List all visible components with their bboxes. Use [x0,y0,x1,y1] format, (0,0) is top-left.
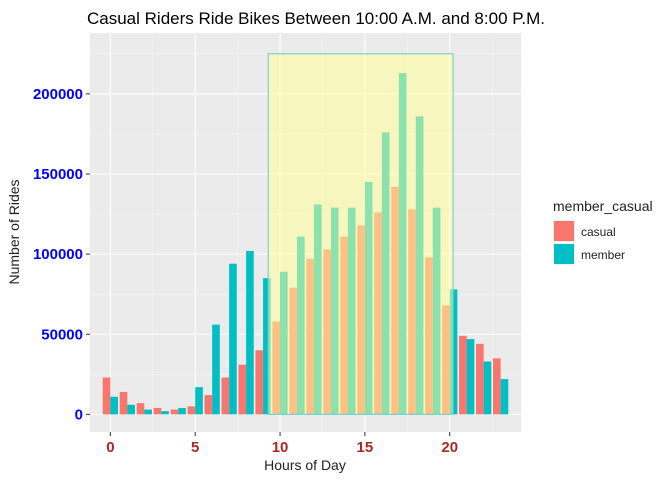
bar-casual-hour-9 [255,350,264,415]
y-axis-title: Number of Rides [6,179,22,284]
bar-casual-hour-8 [238,364,247,415]
legend-swatch-member [554,244,574,264]
legend-swatch-casual [554,221,574,241]
highlight-layer [267,53,454,415]
bar-casual-hour-23 [493,358,501,415]
bar-member-hour-0 [110,396,118,415]
bar-casual-hour-2 [136,403,145,415]
x-tick-label: 20 [441,439,458,456]
bar-casual-hour-5 [187,406,196,415]
y-tick-label: 100000 [33,246,83,263]
x-tick-label: 5 [191,439,199,456]
highlight-region [267,53,454,415]
chart-title: Casual Riders Ride Bikes Between 10:00 A… [87,9,545,28]
bar-casual-hour-6 [204,395,213,415]
bar-member-hour-5 [195,387,203,415]
legend-title: member_casual [553,198,653,214]
bar-member-hour-4 [178,407,186,415]
bar-member-hour-21 [466,339,475,415]
bar-member-hour-3 [161,411,169,415]
x-axis-title: Hours of Day [264,457,346,473]
bar-casual-hour-7 [221,377,230,415]
bar-member-hour-1 [127,404,135,415]
x-axis: 0 5 10 15 20 [106,432,458,456]
y-tick-label: 150000 [33,166,83,183]
bar-member-hour-2 [144,409,152,415]
y-axis: 0 50000 100000 150000 200000 [33,86,90,423]
bar-casual-hour-1 [119,391,128,415]
x-tick-label: 10 [272,439,289,456]
bar-member-hour-7 [229,263,237,415]
x-tick-label: 15 [357,439,374,456]
legend-label-member: member [581,248,625,262]
bar-member-hour-22 [483,361,492,415]
bar-member-hour-23 [500,379,509,415]
y-tick-label: 0 [75,406,83,423]
y-tick-label: 50000 [41,326,83,343]
bar-member-hour-8 [246,250,254,415]
bar-member-hour-6 [212,324,220,415]
bar-casual-hour-4 [170,409,179,415]
bar-casual-hour-3 [153,407,162,415]
bar-member-hour-9 [263,278,271,415]
y-tick-label: 200000 [33,86,83,103]
bar-casual-hour-22 [476,343,484,415]
bar-casual-hour-0 [102,377,111,415]
legend-label-casual: casual [581,225,616,239]
x-tick-label: 0 [106,439,114,456]
bar-casual-hour-21 [459,335,467,415]
legend: member_casual casual member [553,198,653,265]
